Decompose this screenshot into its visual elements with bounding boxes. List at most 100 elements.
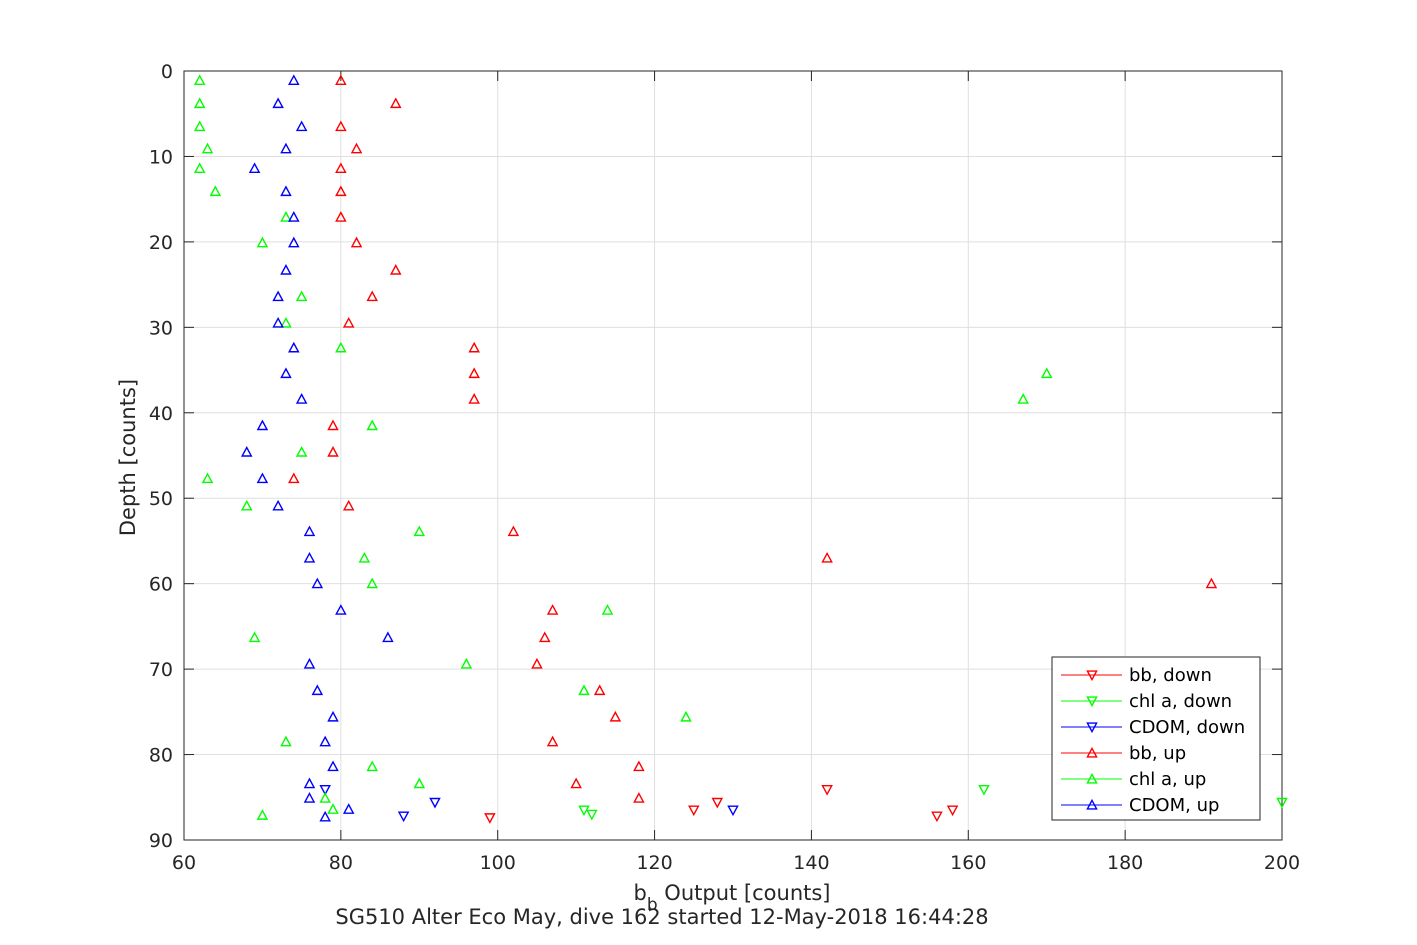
x-tick-label: 100 — [480, 852, 516, 874]
data-point — [288, 341, 300, 353]
legend: bb, down chl a, down CDOM, down bb, up chl a… — [1051, 656, 1261, 821]
x-tick-label: 120 — [636, 852, 672, 874]
data-point — [295, 290, 308, 302]
data-point — [546, 604, 559, 615]
data-point — [531, 657, 543, 669]
legend-label: bb, down — [1129, 665, 1212, 686]
data-point — [256, 236, 269, 248]
data-point — [272, 499, 284, 511]
legend-label: bb, up — [1129, 743, 1186, 764]
x-axis-label-subscript: b — [647, 895, 658, 915]
data-point — [335, 162, 347, 174]
series-chl-a-down — [578, 784, 1288, 821]
data-point — [311, 577, 324, 589]
data-point — [303, 551, 316, 563]
data-point — [586, 809, 598, 821]
data-point — [288, 211, 300, 222]
data-point — [484, 813, 496, 824]
data-point — [193, 97, 206, 109]
data-point — [193, 120, 206, 132]
data-point — [578, 684, 590, 696]
data-point — [1276, 797, 1288, 809]
data-point — [327, 710, 339, 722]
data-point — [193, 74, 206, 86]
data-point — [272, 97, 284, 109]
data-point — [319, 784, 331, 796]
data-point — [288, 236, 300, 248]
legend-entry: CDOM, down — [1061, 717, 1245, 738]
legend-entry: chl a, down — [1061, 691, 1232, 712]
data-point — [280, 735, 292, 747]
legend-entry: CDOM, up — [1061, 795, 1219, 816]
y-tick-label: 50 — [149, 488, 173, 510]
plot-frame — [183, 70, 1283, 841]
data-point — [578, 805, 590, 817]
data-point — [366, 760, 379, 772]
legend-label: CDOM, up — [1129, 795, 1219, 816]
legend-entry: bb, up — [1061, 743, 1186, 764]
data-point — [335, 74, 347, 86]
data-point — [593, 684, 606, 696]
data-point — [201, 142, 214, 154]
y-tick-label: 0 — [161, 61, 173, 83]
data-point — [272, 316, 284, 328]
data-point — [280, 211, 292, 222]
data-point — [342, 803, 355, 814]
data-point — [209, 185, 222, 197]
data-point — [256, 809, 269, 820]
data-point — [688, 805, 700, 817]
data-point — [727, 805, 739, 817]
data-point — [319, 792, 331, 803]
data-point — [358, 551, 371, 563]
data-point — [342, 499, 355, 511]
data-point — [366, 577, 379, 589]
data-point — [256, 419, 269, 431]
data-point — [366, 290, 379, 302]
y-tick-label: 20 — [149, 232, 173, 254]
legend-entry: bb, down — [1061, 665, 1212, 686]
data-point — [327, 803, 339, 814]
legend-label: chl a, up — [1129, 769, 1206, 790]
legend-marker — [1086, 772, 1098, 784]
series-chl-a-up — [193, 74, 1053, 820]
x-tick-label: 180 — [1107, 852, 1143, 874]
data-point — [303, 792, 316, 803]
data-point — [295, 120, 308, 132]
x-axis-label-rest: Output [counts] — [658, 881, 831, 905]
y-tick-label: 40 — [149, 403, 173, 425]
data-point — [633, 760, 645, 772]
data-point — [303, 525, 316, 537]
legend-label: chl a, down — [1129, 691, 1232, 712]
data-point — [468, 393, 480, 404]
y-tick-label: 80 — [149, 745, 173, 767]
data-point — [931, 811, 943, 823]
data-point — [382, 631, 394, 643]
data-point — [570, 777, 582, 789]
data-point — [311, 684, 324, 696]
series-bb-down — [484, 784, 959, 824]
data-point — [350, 236, 363, 248]
data-point — [711, 797, 724, 809]
y-axis-label: Depth [counts] — [116, 379, 140, 536]
data-point — [633, 792, 645, 803]
data-point — [342, 316, 355, 328]
y-tick-label: 60 — [149, 574, 173, 596]
series-cdom-up — [240, 74, 394, 822]
legend-box — [1051, 656, 1261, 821]
data-point — [288, 472, 300, 484]
data-point — [240, 446, 253, 457]
legend-marker — [1086, 722, 1098, 734]
y-tick-label: 10 — [149, 146, 173, 168]
x-axis-label-main: b — [633, 881, 646, 905]
data-point — [468, 341, 480, 353]
y-tick-label: 70 — [149, 659, 173, 681]
legend-marker — [1086, 798, 1098, 810]
legend-marker — [1086, 696, 1098, 708]
data-point — [680, 710, 692, 722]
axis-ticks: 60 80 100 120 140 160 180 200 0 10 20 30 40 50 60 70 80 9… — [149, 61, 1300, 874]
data-point — [288, 74, 300, 86]
data-point — [248, 631, 261, 643]
x-axis-label: bb Output [counts] — [633, 881, 830, 915]
chart-caption: SG510 Alter Eco May, dive 162 started 12… — [335, 905, 988, 929]
